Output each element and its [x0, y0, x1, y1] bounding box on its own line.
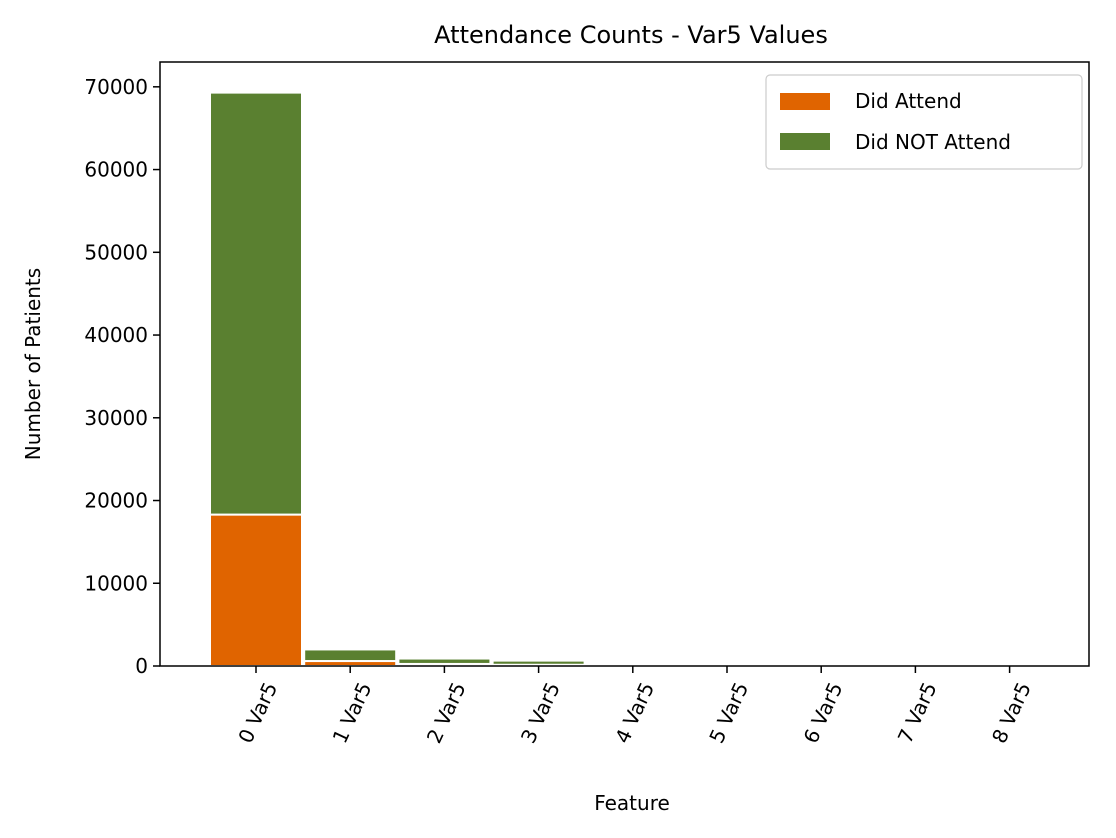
y-tick-label-3: 30000	[84, 406, 148, 430]
y-axis: 0 10000 20000 30000 40000 50000 60000 70000	[84, 75, 160, 678]
y-tick-label-6: 60000	[84, 158, 148, 182]
legend-label-did-attend: Did Attend	[855, 89, 962, 113]
bar-did-not-attend-1	[303, 648, 398, 663]
x-tick-label-8: 8 Var5	[987, 678, 1036, 747]
bar-did-not-attend-3	[491, 659, 586, 666]
bar-did-attend-0	[209, 513, 303, 668]
x-tick-label-2: 2 Var5	[422, 678, 471, 747]
legend-swatch-did-not-attend	[780, 133, 830, 150]
x-tick-label-5: 5 Var5	[704, 678, 753, 747]
x-tick-label-3: 3 Var5	[516, 678, 565, 747]
y-tick-label-0: 0	[135, 654, 148, 678]
legend-label-did-not-attend: Did NOT Attend	[855, 130, 1011, 154]
y-tick-label-4: 40000	[84, 323, 148, 347]
y-tick-label-1: 10000	[84, 571, 148, 595]
y-tick-label-7: 70000	[84, 75, 148, 99]
x-axis-label: Feature	[594, 791, 670, 815]
x-tick-label-1: 1 Var5	[328, 678, 377, 747]
plot-frame	[159, 61, 1090, 667]
legend: Did Attend Did NOT Attend	[765, 74, 1083, 170]
legend-swatch-did-attend	[780, 93, 830, 110]
x-tick-label-7: 7 Var5	[893, 678, 942, 747]
x-axis: 0 Var5 1 Var5 2 Var5 3 Var5 4 Var5 5 Var5 6 Va…	[233, 666, 1036, 747]
y-axis-label: Number of Patients	[21, 268, 45, 460]
legend-box	[765, 74, 1083, 170]
x-tick-label-4: 4 Var5	[610, 678, 659, 747]
y-tick-label-5: 50000	[84, 240, 148, 264]
x-tick-label-0: 0 Var5	[233, 678, 282, 747]
x-tick-label-6: 6 Var5	[799, 678, 848, 747]
y-tick-label-2: 20000	[84, 489, 148, 513]
chart-title: Attendance Counts - Var5 Values	[434, 21, 828, 49]
bar-did-not-attend-0	[209, 91, 303, 516]
bar-did-not-attend-2	[397, 657, 492, 665]
